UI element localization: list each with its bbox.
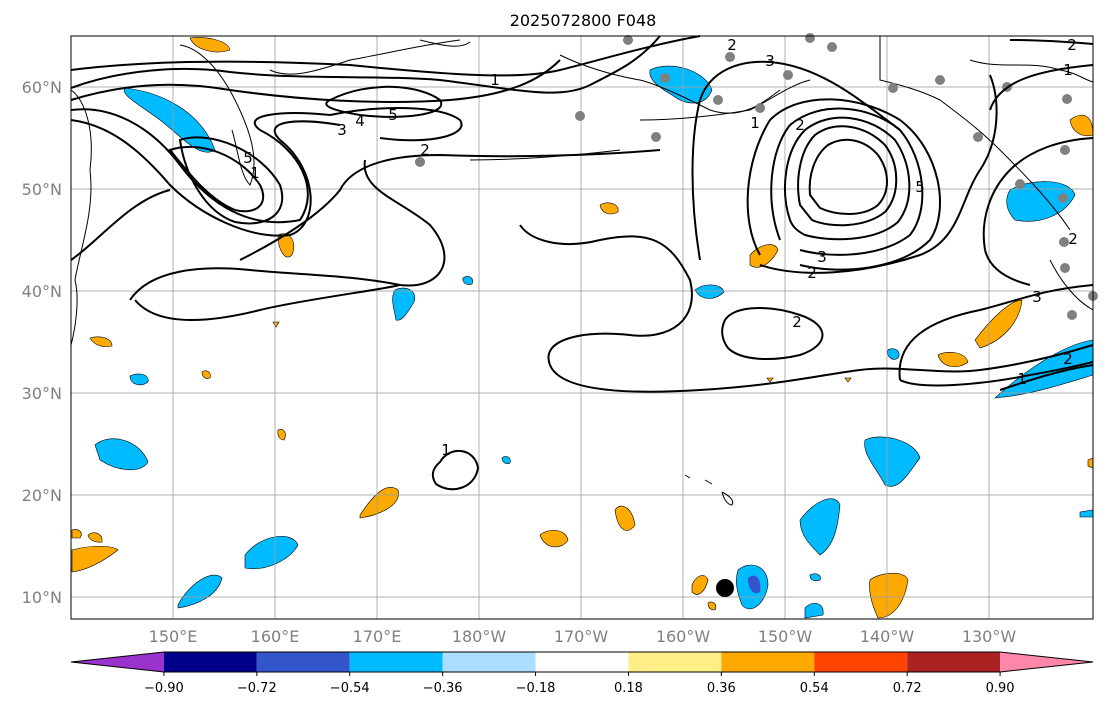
graticule xyxy=(71,36,1093,619)
contour-label: 3 xyxy=(337,121,347,139)
lon-label: 170°E xyxy=(353,627,402,646)
contour-label: 2 xyxy=(792,313,802,331)
colorbar-tick-label: 0.36 xyxy=(707,681,736,696)
colorbar-tick-label: 0.90 xyxy=(986,681,1015,696)
colorbar-tick-label: 0.18 xyxy=(614,681,643,696)
lat-label: 50°N xyxy=(22,180,62,199)
contour-label: 2 xyxy=(1067,36,1077,54)
colorbar-segment xyxy=(163,652,257,672)
lat-label: 30°N xyxy=(22,384,62,403)
lat-label: 20°N xyxy=(22,486,62,505)
lon-label: 150°W xyxy=(758,627,813,646)
map-area xyxy=(71,36,1093,619)
colorbar-segment xyxy=(535,652,629,672)
contour-label: 5 xyxy=(915,178,925,196)
lat-label: 60°N xyxy=(22,78,62,97)
lon-label: 140°W xyxy=(860,627,915,646)
contour-label: 3 xyxy=(1032,288,1042,306)
lon-label: 160°W xyxy=(656,627,711,646)
lon-label: 170°W xyxy=(554,627,609,646)
colorbar-segment xyxy=(721,652,815,672)
lat-label: 40°N xyxy=(22,282,62,301)
contour-label: 1 xyxy=(1063,61,1073,79)
contour-label: 2 xyxy=(807,264,817,282)
colorbar-tick-label: −0.54 xyxy=(330,681,370,696)
contour-label: 2 xyxy=(1063,350,1073,368)
contour-label: 4 xyxy=(355,112,365,130)
colorbar-segment xyxy=(442,652,536,672)
colorbar-segment xyxy=(256,652,350,672)
contour-label: 2 xyxy=(1068,230,1078,248)
coastlines xyxy=(70,36,1094,506)
storm-center-marker xyxy=(716,579,734,597)
plot-title: 2025072800 F048 xyxy=(510,11,657,30)
colorbar-tick-label: 0.72 xyxy=(893,681,922,696)
colorbar-segment xyxy=(814,652,908,672)
lon-label: 150°E xyxy=(149,627,198,646)
contour-label: 2 xyxy=(420,141,430,159)
colorbar: −0.90 −0.72 −0.54 −0.36 −0.18 0.18 0.36 0.54 0.7… xyxy=(70,651,1094,696)
colorbar-tick-label: 0.54 xyxy=(800,681,829,696)
colorbar-tick-label: −0.36 xyxy=(423,681,463,696)
contour-label: 1 xyxy=(250,164,260,182)
contour-label: 5 xyxy=(243,149,253,167)
lon-label: 160°E xyxy=(251,627,300,646)
map-frame xyxy=(70,35,1094,620)
latitude-labels: 60°N 50°N 40°N 30°N 20°N 10°N xyxy=(22,78,62,607)
colorbar-tick-label: −0.90 xyxy=(144,681,184,696)
colorbar-tick-label: −0.72 xyxy=(237,681,277,696)
contour-label: 1 xyxy=(490,71,500,89)
lat-label: 10°N xyxy=(22,588,62,607)
colorbar-segment xyxy=(349,652,443,672)
longitude-labels: 150°E 160°E 170°E 180°W 170°W 160°W 150°… xyxy=(149,627,1017,646)
contour-label: 3 xyxy=(817,248,827,266)
lon-label: 180°W xyxy=(452,627,507,646)
contour-label: 3 xyxy=(765,52,775,70)
colorbar-tick-label: −0.18 xyxy=(516,681,556,696)
contour-label: 1 xyxy=(750,114,760,132)
contour-label: 1 xyxy=(441,441,451,459)
lon-label: 130°W xyxy=(962,627,1017,646)
colorbar-segment xyxy=(907,652,1001,672)
contour-label: 1 xyxy=(1017,370,1027,388)
contour-lines xyxy=(70,35,1094,491)
colorbar-segment xyxy=(71,652,164,672)
contour-label: 2 xyxy=(727,36,737,54)
station-dots xyxy=(415,33,1098,320)
colorbar-segment xyxy=(628,652,722,672)
contour-label: 5 xyxy=(388,106,398,124)
colorbar-segment xyxy=(1000,652,1093,672)
contour-label: 2 xyxy=(795,116,805,134)
contour-labels: 1 2 3 4 5 5 3 2 1 2 5 3 2 1 2 3 1 2 1 2 … xyxy=(243,36,1078,459)
